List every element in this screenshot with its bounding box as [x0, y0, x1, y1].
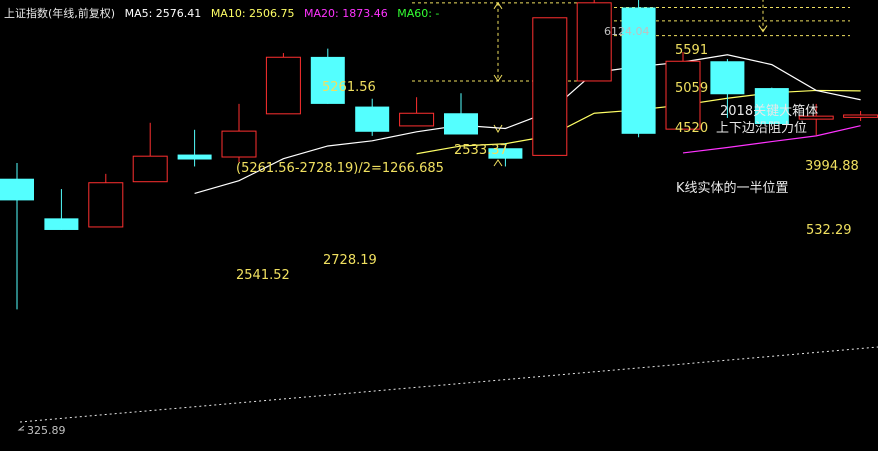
- ma10-readout: MA10: 2506.75: [210, 7, 295, 20]
- measure-arrow-box-head-bottom: [758, 25, 768, 33]
- candle-14: [576, 0, 612, 82]
- candle-body: [754, 88, 789, 125]
- candle-body: [488, 148, 523, 159]
- candle-10: [399, 97, 435, 127]
- candle-body: [88, 182, 124, 228]
- candle-13: [532, 17, 568, 156]
- measure-arrow-body-head-top: [493, 1, 503, 10]
- candle-15: [621, 0, 656, 138]
- measure-arrow-body-head-bottom: [493, 74, 503, 82]
- ma20-line: [682, 125, 861, 154]
- label-level-5261: 5261.56: [322, 80, 376, 95]
- candle-body: [798, 115, 834, 120]
- candle-body: [665, 60, 701, 130]
- candle-2: [44, 189, 79, 230]
- label-level-5059: 5059: [675, 81, 708, 96]
- candle-4: [132, 122, 168, 183]
- candle-body: [355, 106, 390, 132]
- label-low-325: 325.89: [27, 424, 66, 437]
- candle-12: [488, 142, 523, 167]
- candle-5: [177, 129, 212, 167]
- label-level-5591: 5591: [675, 43, 708, 58]
- candle-body: [532, 17, 568, 156]
- candle-6: [221, 103, 257, 163]
- candle-17: [710, 59, 745, 118]
- label-level-2541: 2541.52: [236, 268, 290, 283]
- ma20-readout: MA20: 1873.46: [304, 7, 388, 20]
- candle-body: [843, 114, 878, 118]
- label-level-2728: 2728.19: [323, 253, 377, 268]
- candle-11: [444, 93, 478, 135]
- box-sub-annotation: 上下边沿阻力位: [716, 121, 807, 136]
- candle-body: [576, 2, 612, 82]
- candle-7: [265, 53, 301, 115]
- label-half-532: 532.29: [806, 223, 852, 238]
- ma5-line: [194, 54, 861, 195]
- chart-title: 上证指数(年线,前复权): [4, 7, 116, 20]
- candle-1: [0, 162, 34, 310]
- ma60-readout: MA60: -: [397, 7, 440, 20]
- candle-body: [265, 56, 301, 115]
- candle-body: [621, 7, 656, 134]
- candle-8: [310, 48, 345, 104]
- formula-annotation: (5261.56-2728.19)/2=1266.685: [236, 161, 444, 176]
- candle-body: [221, 130, 257, 158]
- label-high-6124: 6124.04: [604, 25, 650, 38]
- candle-body: [177, 154, 212, 160]
- candle-body: [310, 56, 345, 104]
- low-pointer: [17, 425, 25, 431]
- support-trendline: [19, 346, 878, 423]
- half-arrow-up: [493, 159, 503, 167]
- candle-16: [665, 52, 701, 130]
- annotation-layer: [17, 0, 878, 431]
- half-note-annotation: K线实体的一半位置: [676, 180, 789, 196]
- candle-body: [444, 113, 478, 135]
- candle-body: [710, 61, 745, 95]
- candle-20: [843, 110, 878, 121]
- candle-9: [355, 98, 390, 136]
- label-level-4520: 4520: [675, 121, 708, 136]
- candle-body: [0, 178, 34, 201]
- candle-18: [754, 87, 789, 125]
- candle-layer: [0, 0, 878, 310]
- label-level-3994: 3994.88: [805, 159, 859, 174]
- candle-3: [88, 173, 124, 228]
- candle-19: [798, 103, 834, 136]
- candle-body: [132, 155, 168, 183]
- label-diff-2533: 2533.37: [454, 143, 508, 158]
- chart-header: 上证指数(年线,前复权) MA5: 2576.41 MA10: 2506.75 …: [4, 5, 445, 21]
- candle-body: [44, 218, 79, 230]
- candle-body: [399, 112, 435, 127]
- box-title-annotation: 2018关键大箱体: [720, 103, 818, 119]
- ma5-readout: MA5: 2576.41: [124, 7, 202, 20]
